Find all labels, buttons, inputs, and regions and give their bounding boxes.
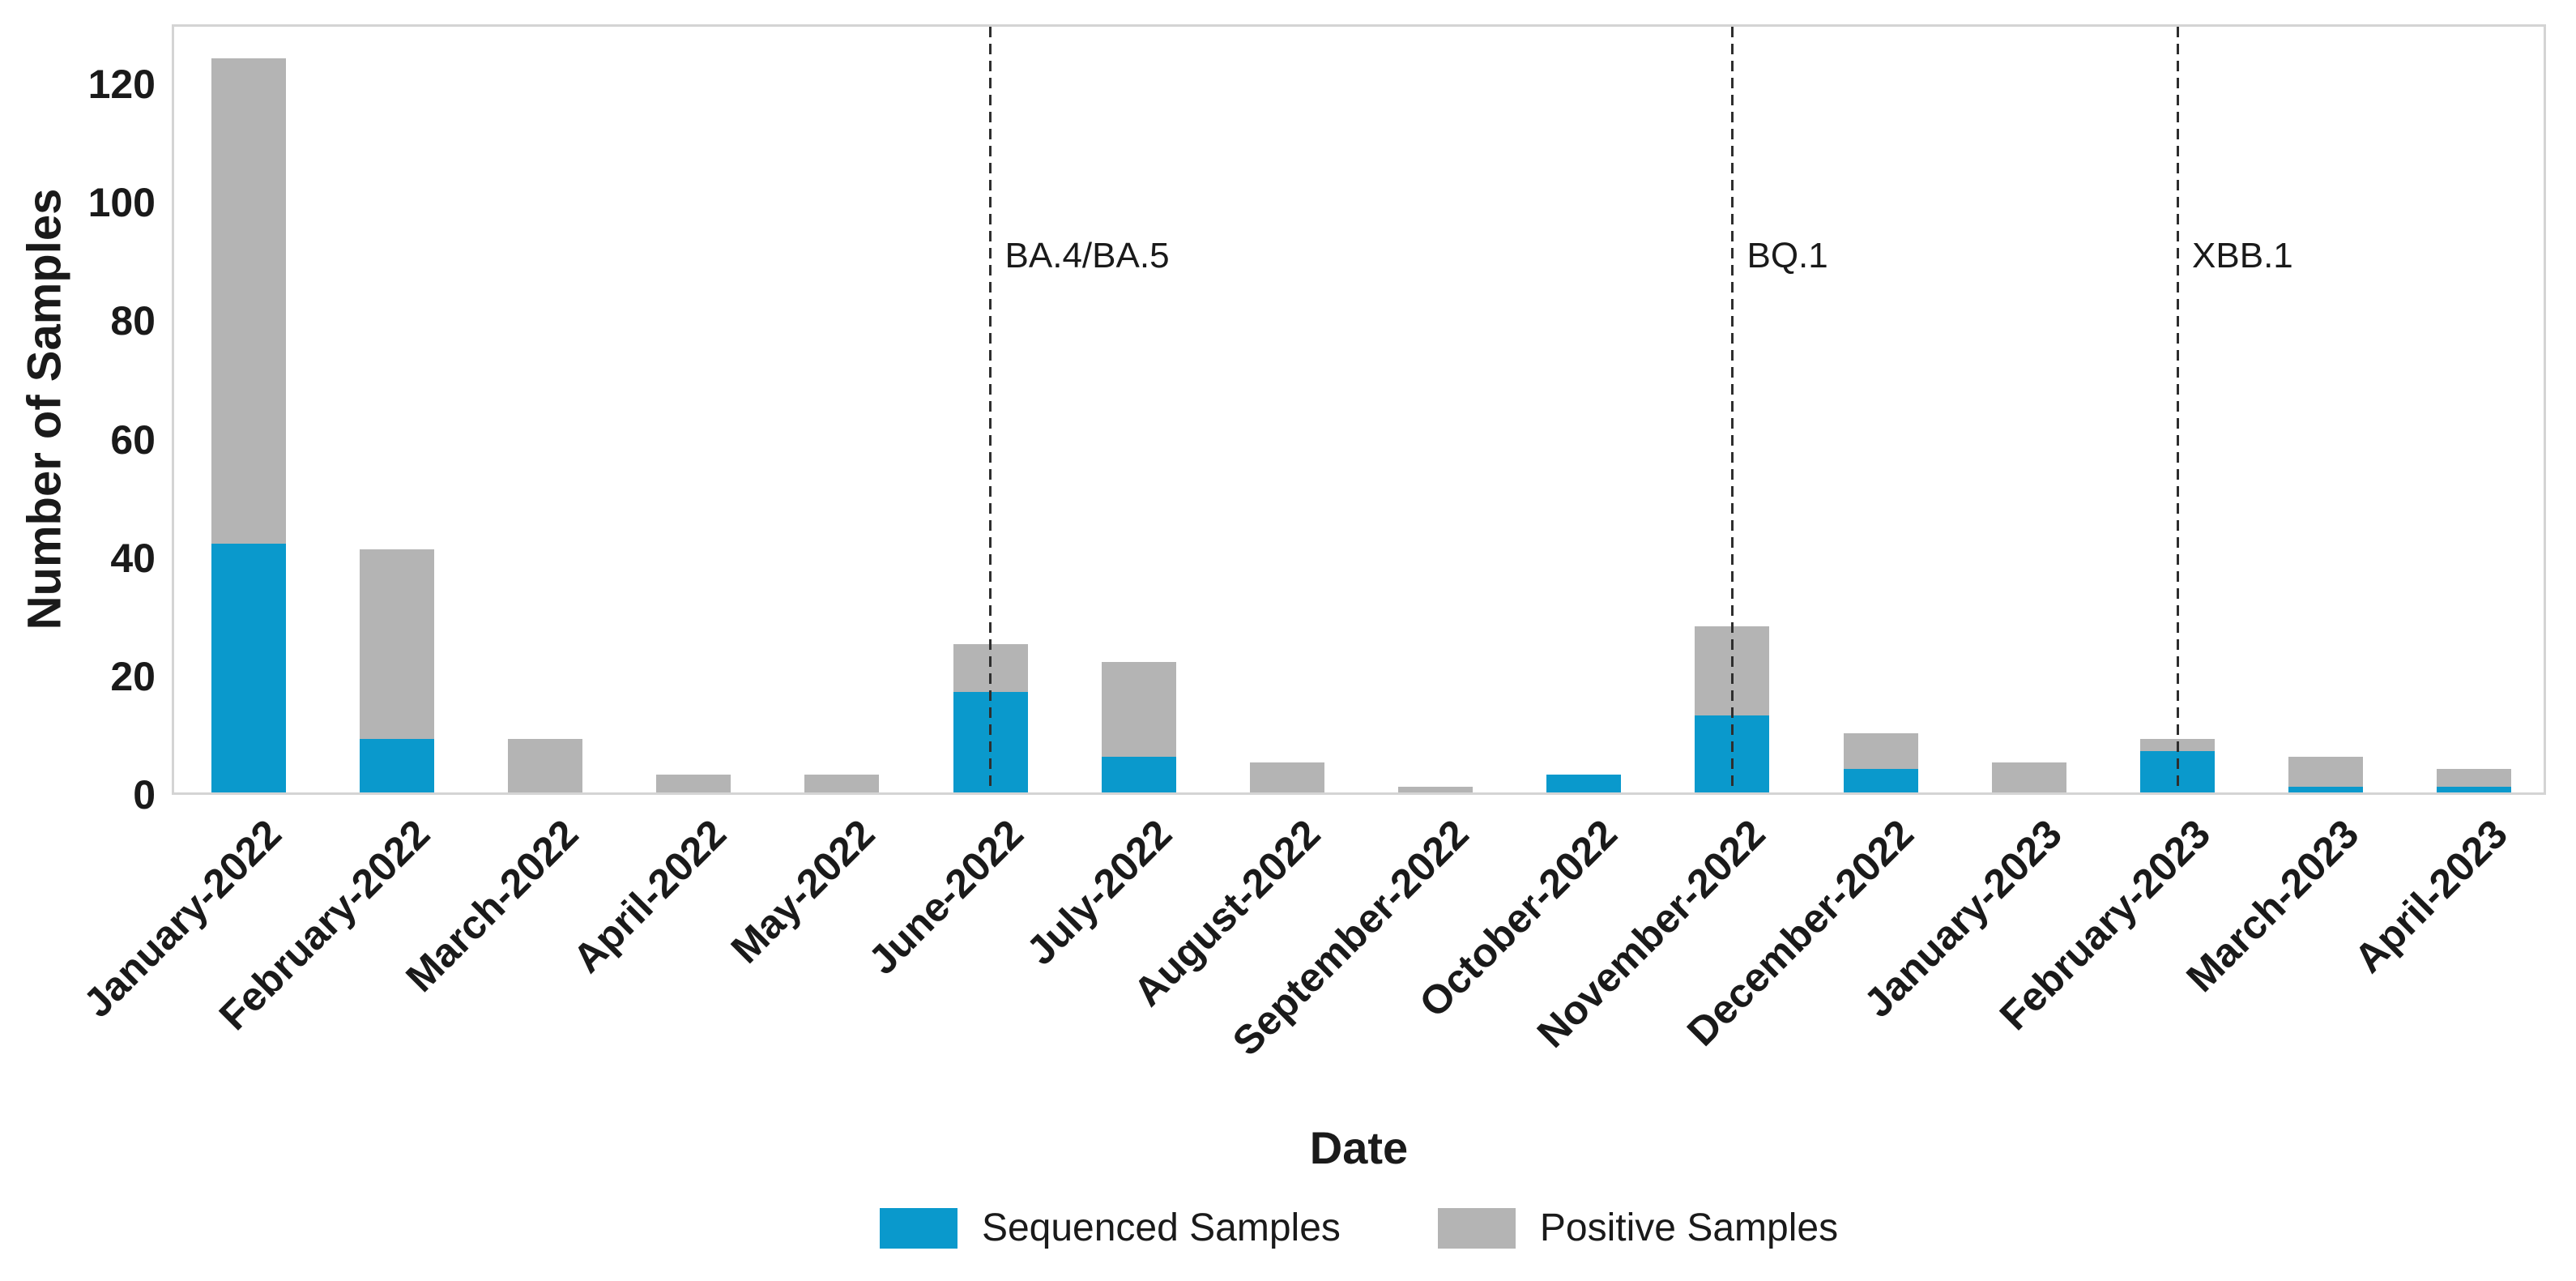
bar-segment-sequenced bbox=[1843, 768, 1918, 792]
plot-area: BA.4/BA.5 BQ.1 XBB.1 bbox=[172, 24, 2546, 795]
y-tick-label: 120 bbox=[87, 62, 156, 108]
y-tick-label: 80 bbox=[110, 298, 156, 344]
bar-segment-positive bbox=[804, 775, 880, 792]
x-tick-label: April-2022 bbox=[564, 810, 736, 982]
bar-segment-positive bbox=[1101, 662, 1176, 758]
bar-segment-sequenced bbox=[1101, 757, 1176, 792]
variant-label: BA.4/BA.5 bbox=[1004, 236, 1170, 275]
variant-label: BQ.1 bbox=[1746, 236, 1828, 275]
bar-segment-positive bbox=[656, 775, 731, 792]
y-tick-label: 20 bbox=[110, 653, 156, 699]
legend-swatch bbox=[1437, 1207, 1516, 1249]
variant-dashed-line bbox=[1730, 27, 1734, 792]
bar-segment-sequenced bbox=[2288, 786, 2364, 792]
bar-segment-sequenced bbox=[211, 544, 286, 792]
bar-segment-sequenced bbox=[2437, 786, 2512, 792]
legend-label: Sequenced Samples bbox=[981, 1206, 1341, 1249]
y-tick-label: 100 bbox=[87, 180, 156, 226]
legend-item: Positive Samples bbox=[1437, 1206, 1839, 1250]
bar-segment-positive bbox=[1249, 762, 1324, 792]
variant-label: XBB.1 bbox=[2192, 236, 2293, 275]
bar-segment-positive bbox=[1843, 732, 1918, 769]
x-tick-label: May-2022 bbox=[722, 810, 884, 972]
bar-segment-positive bbox=[2288, 757, 2364, 787]
legend-item: Sequenced Samples bbox=[879, 1206, 1341, 1250]
bar-segment-positive bbox=[1398, 786, 1474, 792]
y-tick-label: 60 bbox=[110, 416, 156, 463]
y-tick-label: 40 bbox=[110, 535, 156, 581]
legend: Sequenced Samples Positive Samples bbox=[172, 1206, 2546, 1250]
legend-label: Positive Samples bbox=[1539, 1206, 1839, 1249]
bar-segment-sequenced bbox=[359, 739, 434, 792]
legend-swatch bbox=[879, 1207, 957, 1249]
bar-segment-sequenced bbox=[1546, 775, 1622, 792]
bar-segment-positive bbox=[2437, 768, 2512, 787]
variant-dashed-line bbox=[989, 27, 992, 792]
y-tick-label: 0 bbox=[133, 772, 156, 818]
bar-segment-positive bbox=[211, 58, 286, 544]
bar-segment-positive bbox=[507, 739, 582, 792]
x-axis-title: Date bbox=[1309, 1122, 1409, 1173]
variant-dashed-line bbox=[2176, 27, 2179, 792]
bar-segment-positive bbox=[1991, 762, 2066, 792]
bar-segment-positive bbox=[359, 549, 434, 740]
x-tick-label: April-2023 bbox=[2345, 810, 2516, 982]
x-tick-label: June-2022 bbox=[859, 810, 1032, 984]
